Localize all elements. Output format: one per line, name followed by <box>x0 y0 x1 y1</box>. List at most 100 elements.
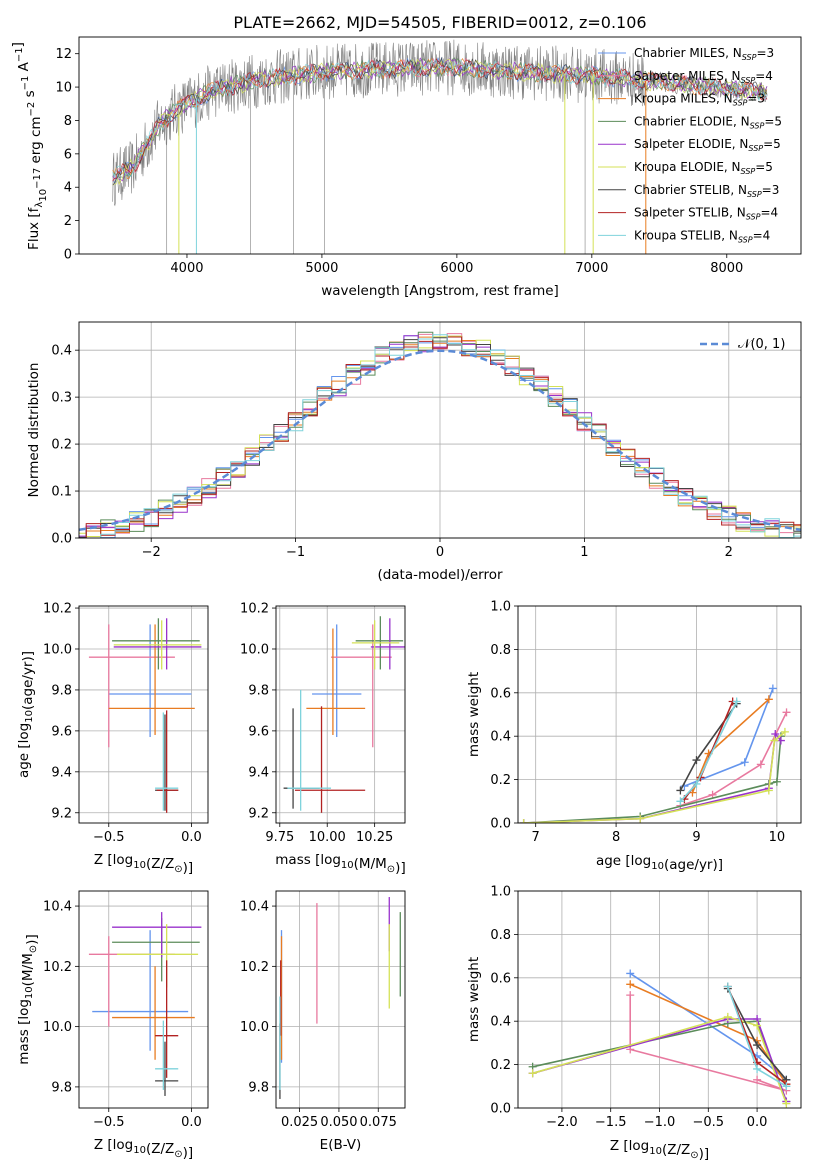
mass-weight-line <box>523 732 782 823</box>
mass-weight-point <box>753 1021 762 1030</box>
x-tick-label: 0.0 <box>747 1115 768 1130</box>
x-tick-label: −2 <box>142 545 161 560</box>
histogram-steps <box>85 333 801 538</box>
y-tick-label: 0.0 <box>490 817 511 832</box>
x-tick-label: 0.050 <box>320 1115 357 1130</box>
y-axis-label: Normed distribution <box>26 363 42 498</box>
massweight_vs_age-plot-area <box>519 684 791 823</box>
mass-weight-line <box>679 703 738 791</box>
x-tick-label: −1 <box>286 545 305 560</box>
y-tick-label: 1.0 <box>490 600 511 615</box>
y-tick-label: 2 <box>64 214 72 229</box>
axes-frame <box>78 605 209 824</box>
x-tick-label: 8 <box>612 830 620 845</box>
mass_vs_ebv-axes: 0.025 0.050 0.075 9.8 10.0 10.2 10.4 <box>240 890 406 1130</box>
x-axis-label: wavelength [Angstrom, rest frame] <box>321 283 559 299</box>
mass-weight-point <box>723 1012 732 1021</box>
y-tick-label: 0.0 <box>51 532 72 547</box>
y-tick-label: 10.2 <box>43 960 72 975</box>
x-tick-label: −1.5 <box>595 1115 627 1130</box>
x-tick-label: 0.0 <box>181 1115 202 1130</box>
y-tick-label: 10.0 <box>240 1020 269 1035</box>
x-tick-label: 10.00 <box>309 830 346 845</box>
mass-weight-point <box>764 695 773 704</box>
model-fit-line <box>112 58 768 179</box>
x-tick-label: 10 <box>769 830 786 845</box>
mass-weight-point <box>768 684 777 693</box>
mass-weight-point <box>692 756 701 765</box>
residuals-plot-area <box>79 331 801 538</box>
legend-label: Chabrier ELODIE, NSSP=5 <box>634 114 782 130</box>
mass-weight-point <box>723 982 732 991</box>
x-tick-label: 0.025 <box>281 1115 318 1130</box>
y-axis-label: age [log10(age/yr)] <box>16 651 36 778</box>
y-tick-label: 9.2 <box>248 806 269 821</box>
mass_vs_Z-plot-area <box>88 912 202 1096</box>
y-tick-label: 9.8 <box>51 683 72 698</box>
model-fit-line <box>112 57 768 180</box>
massweight_vs_Z-plot-area <box>528 969 791 1108</box>
mass-weight-line <box>532 1016 788 1104</box>
histogram-steps <box>85 336 801 538</box>
y-tick-label: 0.2 <box>51 438 72 453</box>
y-axis-label: mass weight <box>466 957 482 1042</box>
mass-weight-point <box>756 760 765 769</box>
y-tick-label: 10.0 <box>240 642 269 657</box>
legend-label: Kroupa MILES, NSSP=3 <box>634 92 765 108</box>
legend: Chabrier MILES, NSSP=3 Salpeter MILES, NS… <box>598 46 782 244</box>
axes-frame <box>275 605 406 824</box>
y-tick-label: 10.0 <box>43 642 72 657</box>
mass-weight-point <box>676 786 685 795</box>
x-tick-label: −1.0 <box>644 1115 676 1130</box>
mass-weight-point <box>772 777 781 786</box>
figure-title: PLATE=2662, MJD=54505, FIBERID=0012, z=0… <box>233 13 646 32</box>
x-tick-label: 7 <box>532 830 540 845</box>
x-tick-label: 9 <box>692 830 700 845</box>
histogram-steps <box>79 335 801 537</box>
x-tick-label: 1 <box>580 545 588 560</box>
y-tick-label: 9.8 <box>248 1080 269 1095</box>
x-tick-label: 2 <box>725 545 733 560</box>
mass_vs_ebv-plot-area <box>279 897 401 1099</box>
legend-label: Salpeter ELODIE, NSSP=5 <box>634 137 781 153</box>
spectrum-axes: 4000 5000 6000 7000 8000 0 2 4 6 8 10 12 <box>55 36 802 276</box>
massweight_vs_Z-axes: −2.0 −1.5 −1.0 −0.5 0.0 0.0 0.2 0.4 0.6 0.8 1.0 <box>490 885 802 1130</box>
y-tick-label: 1.0 <box>490 885 511 900</box>
y-tick-label: 0.6 <box>490 686 511 701</box>
legend-normal-label: 𝒩(0, 1) <box>738 337 785 352</box>
model-fit-line <box>112 56 768 186</box>
x-axis-label: E(B-V) <box>320 1137 362 1153</box>
legend-label: Kroupa ELODIE, NSSP=5 <box>634 160 773 176</box>
legend-label: Kroupa STELIB, NSSP=4 <box>634 228 770 244</box>
x-tick-label: 4000 <box>170 261 203 276</box>
age_vs_Z-plot-area <box>88 618 202 813</box>
x-axis-label: mass [log10(M/M⊙)] <box>275 852 405 876</box>
age_vs_Z-axes: −0.5 0.0 9.2 9.4 9.6 9.8 10.0 10.2 <box>43 602 209 845</box>
x-axis-label: (data-model)/error <box>377 567 503 583</box>
age_vs_mass-axes: 9.75 10.00 10.25 9.2 9.4 9.6 9.8 10.0 10.2 <box>240 602 406 845</box>
mass-weight-line <box>629 995 787 1092</box>
y-tick-label: 9.8 <box>51 1080 72 1095</box>
y-tick-label: 0.4 <box>490 730 511 745</box>
spectrum-plot-area <box>112 39 768 254</box>
y-tick-label: 12 <box>55 47 72 62</box>
mass-weight-point <box>740 758 749 767</box>
x-tick-label: −0.5 <box>93 830 125 845</box>
histogram-steps <box>85 336 801 538</box>
y-tick-label: 0.2 <box>490 1058 511 1073</box>
x-tick-label: 0 <box>436 545 444 560</box>
x-tick-label: 5000 <box>305 261 338 276</box>
y-tick-label: 10.2 <box>43 602 72 617</box>
x-tick-label: −2.0 <box>546 1115 578 1130</box>
y-tick-label: 9.8 <box>248 683 269 698</box>
x-axis-label: age [log10(age/yr)] <box>596 853 723 873</box>
y-tick-label: 0.8 <box>490 643 511 658</box>
mass-weight-point <box>626 991 635 1000</box>
mass-weight-point <box>636 814 645 823</box>
residuals-axes: −2 −1 0 1 2 0.0 0.1 0.2 0.3 0.4 <box>51 321 802 560</box>
mass-weight-point <box>732 697 741 706</box>
x-tick-label: 9.75 <box>265 830 294 845</box>
x-tick-label: 10.25 <box>356 830 393 845</box>
mass-weight-point <box>764 786 773 795</box>
